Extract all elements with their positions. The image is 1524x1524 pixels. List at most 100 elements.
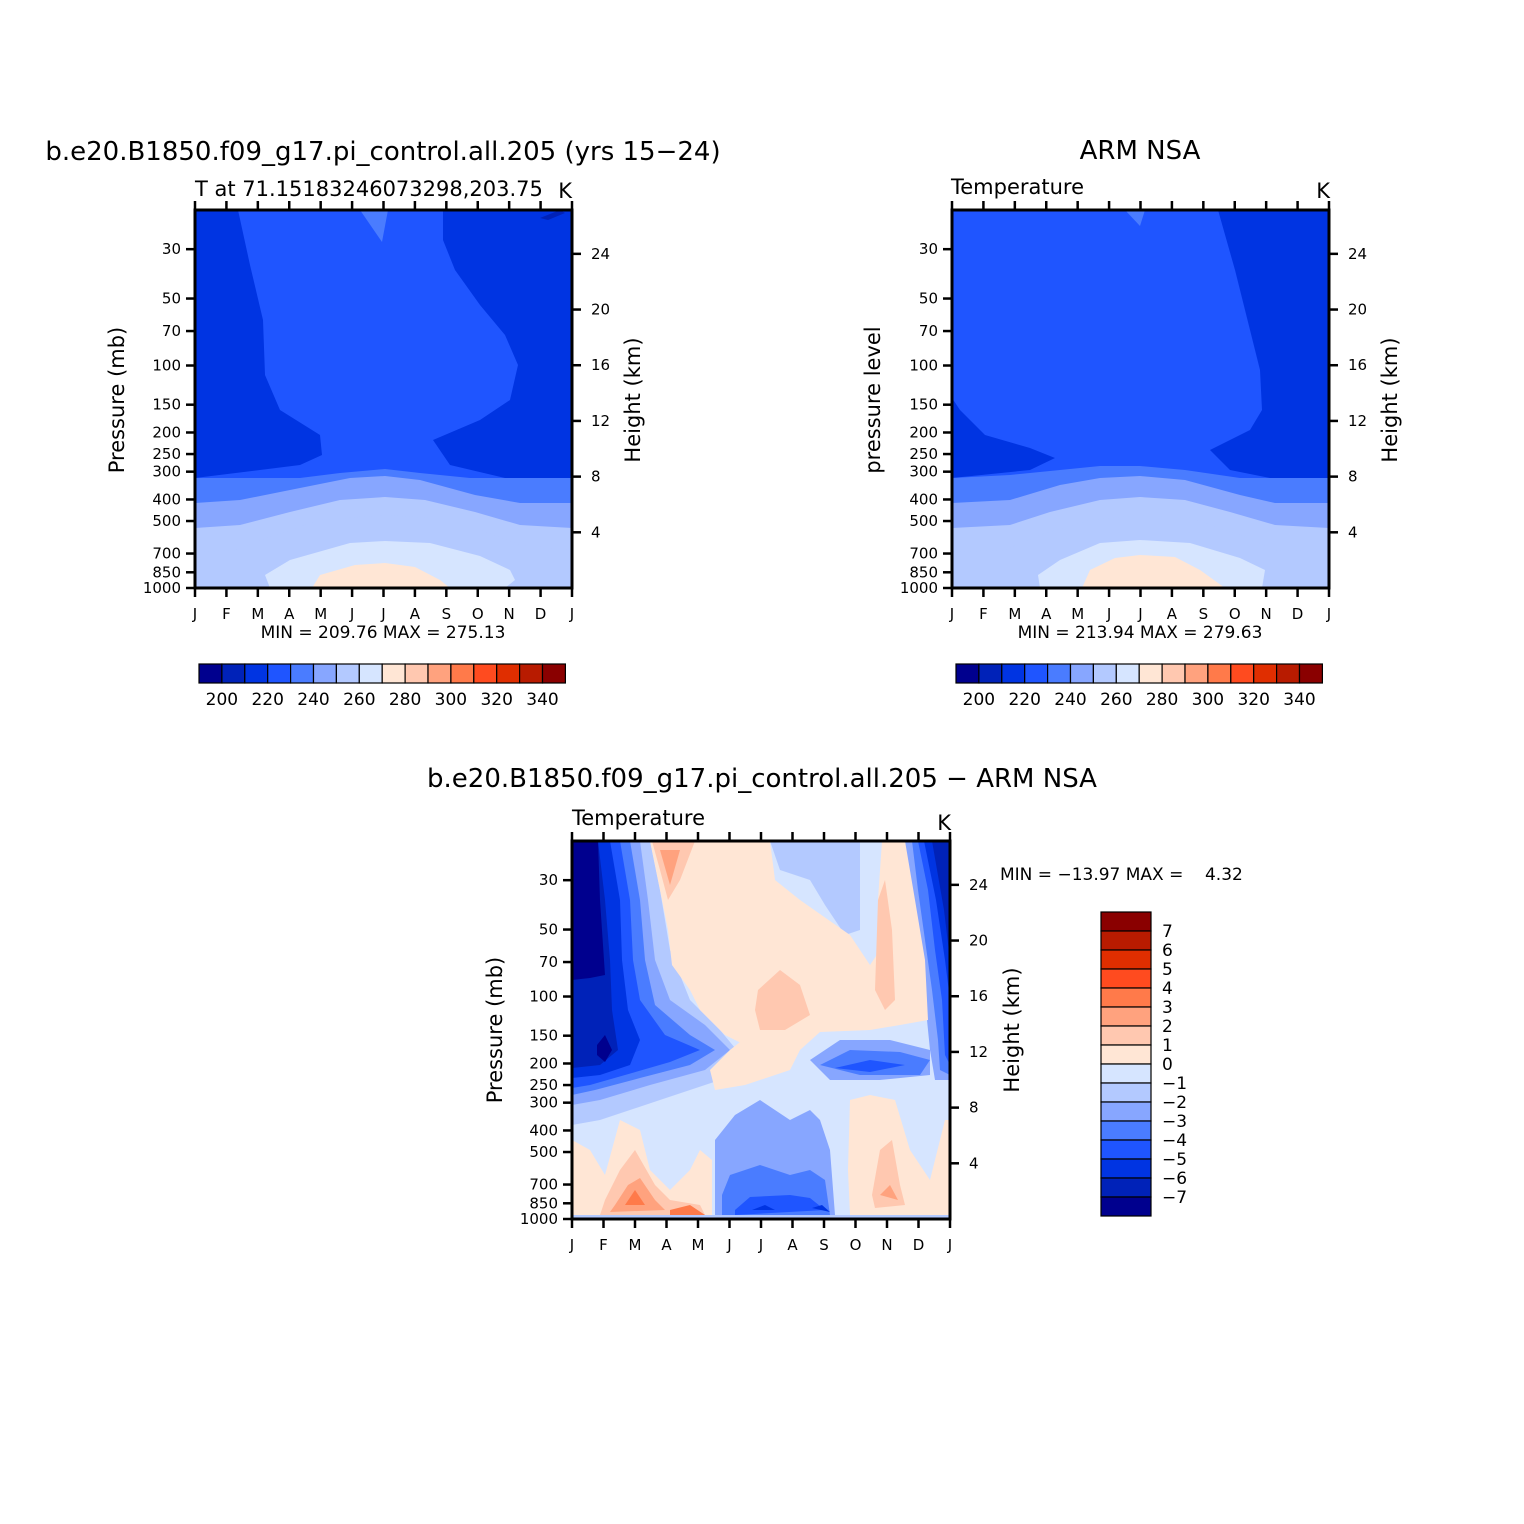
x-tick-label: M — [314, 605, 327, 623]
pressure-tick-label: 700 — [152, 545, 181, 563]
x-tick-label: S — [1199, 605, 1209, 623]
colorbar-swatch — [1100, 987, 1152, 1008]
difference-panel: b.e20.B1850.f09_g17.pi_control.all.205 −… — [427, 764, 1243, 1254]
pressure-tick-label: 700 — [529, 1176, 558, 1194]
colorbar-label: −6 — [1162, 1169, 1187, 1189]
colorbar-swatch — [244, 663, 269, 684]
pressure-tick-label: 850 — [152, 563, 181, 581]
colorbar-swatch — [1115, 663, 1140, 684]
pressure-tick-label: 150 — [152, 396, 181, 414]
x-tick-label: J — [569, 605, 574, 623]
x-tick-label: J — [569, 1236, 574, 1254]
pressure-tick-label: 850 — [529, 1194, 558, 1212]
colorbar-swatch — [450, 663, 475, 684]
height-tick-label: 8 — [1348, 468, 1358, 486]
colorbar-swatch — [1001, 663, 1026, 684]
x-tick-label: O — [850, 1236, 862, 1254]
min-max-label: MIN = 209.76 MAX = 275.13 — [261, 623, 506, 643]
colorbar-swatch — [978, 663, 1003, 684]
pressure-tick-label: 500 — [529, 1143, 558, 1161]
x-tick-label: M — [692, 1236, 705, 1254]
colorbar-swatch — [290, 663, 315, 684]
colorbar-label: 280 — [389, 690, 421, 710]
colorbar-label: 200 — [963, 690, 995, 710]
pressure-tick-label: 30 — [162, 240, 181, 258]
colorbar-label: −2 — [1162, 1093, 1187, 1113]
height-tick-label: 12 — [1348, 412, 1367, 430]
x-tick-label: D — [535, 605, 547, 623]
height-tick-label: 24 — [1348, 245, 1367, 263]
colorbar-swatch — [1100, 968, 1152, 989]
colorbar-label: 240 — [1054, 690, 1086, 710]
x-tick-label: M — [1071, 605, 1084, 623]
pressure-tick-label: 1000 — [520, 1210, 558, 1228]
colorbar-label: 7 — [1162, 922, 1173, 942]
x-tick-label: A — [284, 605, 295, 623]
colorbar-swatch — [1100, 949, 1152, 970]
colorbar-label: 200 — [206, 690, 238, 710]
colorbar-swatch — [1069, 663, 1094, 684]
pressure-tick-label: 150 — [529, 1027, 558, 1045]
height-tick-label: 12 — [591, 412, 610, 430]
colorbar-swatch — [1100, 1063, 1152, 1084]
colorbar-swatch — [496, 663, 521, 684]
colorbar-swatch — [358, 663, 383, 684]
colorbar-label: 5 — [1162, 960, 1173, 980]
panel-subtitle-left: Temperature — [571, 806, 705, 830]
height-tick-label: 4 — [591, 523, 601, 541]
height-tick-label: 20 — [1348, 301, 1367, 319]
height-tick-label: 4 — [1348, 523, 1358, 541]
colorbar-swatch — [518, 663, 544, 684]
colorbar-label: 220 — [251, 690, 283, 710]
min-max-label: MIN = −13.97 MAX = 4.32 — [1000, 865, 1243, 885]
pressure-tick-label: 100 — [529, 988, 558, 1006]
pressure-tick-label: 30 — [919, 240, 938, 258]
colorbar-swatch — [1046, 663, 1072, 684]
y-axis-label-right: Height (km) — [1000, 967, 1024, 1092]
x-tick-label: J — [192, 605, 197, 623]
pressure-tick-label: 400 — [152, 490, 181, 508]
pressure-tick-label: 250 — [152, 445, 181, 463]
colorbar-swatch — [1100, 1158, 1152, 1179]
x-tick-label: N — [504, 605, 515, 623]
colorbar-swatch — [1275, 663, 1301, 684]
colorbar-label: 220 — [1008, 690, 1040, 710]
y-axis-label-left: Pressure (mb) — [105, 327, 129, 474]
colorbar-label: 1 — [1162, 1036, 1173, 1056]
colorbar-swatch — [427, 663, 452, 684]
colorbar-swatch — [1100, 1120, 1152, 1141]
colorbar-label: 320 — [480, 690, 512, 710]
x-tick-label: N — [881, 1236, 892, 1254]
colorbar-swatch — [381, 663, 406, 684]
panel-subtitle-left: Temperature — [950, 175, 1084, 199]
x-tick-label: A — [1167, 605, 1178, 623]
colorbar-label: −4 — [1162, 1131, 1187, 1151]
colorbar-label: 300 — [435, 690, 467, 710]
x-tick-label: M — [629, 1236, 642, 1254]
height-tick-label: 8 — [969, 1099, 979, 1117]
x-tick-label: F — [979, 605, 988, 623]
pressure-tick-label: 1000 — [900, 579, 938, 597]
x-tick-label: O — [1229, 605, 1241, 623]
x-tick-label: M — [1008, 605, 1021, 623]
colorbar: 200 220 240 260 280 300 320 340 — [198, 663, 566, 710]
x-tick-label: S — [819, 1236, 829, 1254]
colorbar-label: 340 — [1283, 690, 1315, 710]
contour-field — [952, 210, 1329, 588]
colorbar-label: −1 — [1162, 1074, 1187, 1094]
height-tick-label: 12 — [969, 1043, 988, 1061]
panel-title: ARM NSA — [1080, 136, 1201, 166]
colorbar-label: 280 — [1146, 690, 1178, 710]
pressure-tick-label: 30 — [539, 871, 558, 889]
x-tick-label: S — [442, 605, 452, 623]
x-tick-label: J — [949, 605, 954, 623]
pressure-tick-label: 200 — [909, 423, 938, 441]
colorbar-swatch — [267, 663, 292, 684]
pressure-tick-label: 300 — [529, 1094, 558, 1112]
height-tick-label: 24 — [969, 876, 988, 894]
colorbar-swatch — [1253, 663, 1278, 684]
colorbar-label: 320 — [1237, 690, 1269, 710]
pressure-tick-label: 200 — [152, 423, 181, 441]
